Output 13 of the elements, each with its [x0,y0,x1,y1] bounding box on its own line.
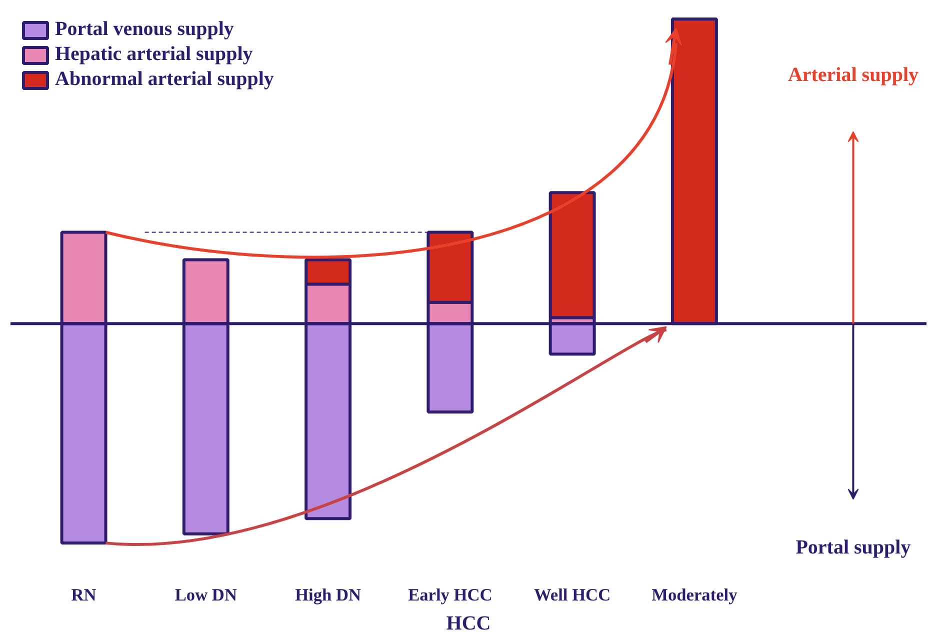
legend-label: Abnormal arterial supply [55,68,274,91]
text: Portal supply [796,536,911,558]
x-tick-label: Moderately [652,586,738,604]
text: Arterial supply [788,64,919,86]
x-tick-label: Low DN [174,586,238,604]
x-tick-label: RN [71,586,97,604]
x-tick-label: Well HCC [534,586,611,604]
legend-label: Portal venous supply [55,18,234,41]
x-tick-label: Early HCC [408,586,492,604]
x-tick-label: High DN [295,586,362,604]
x-axis-title: HCC [446,612,491,634]
legend-label: Hepatic arterial supply [55,43,253,66]
bar [548,191,596,320]
